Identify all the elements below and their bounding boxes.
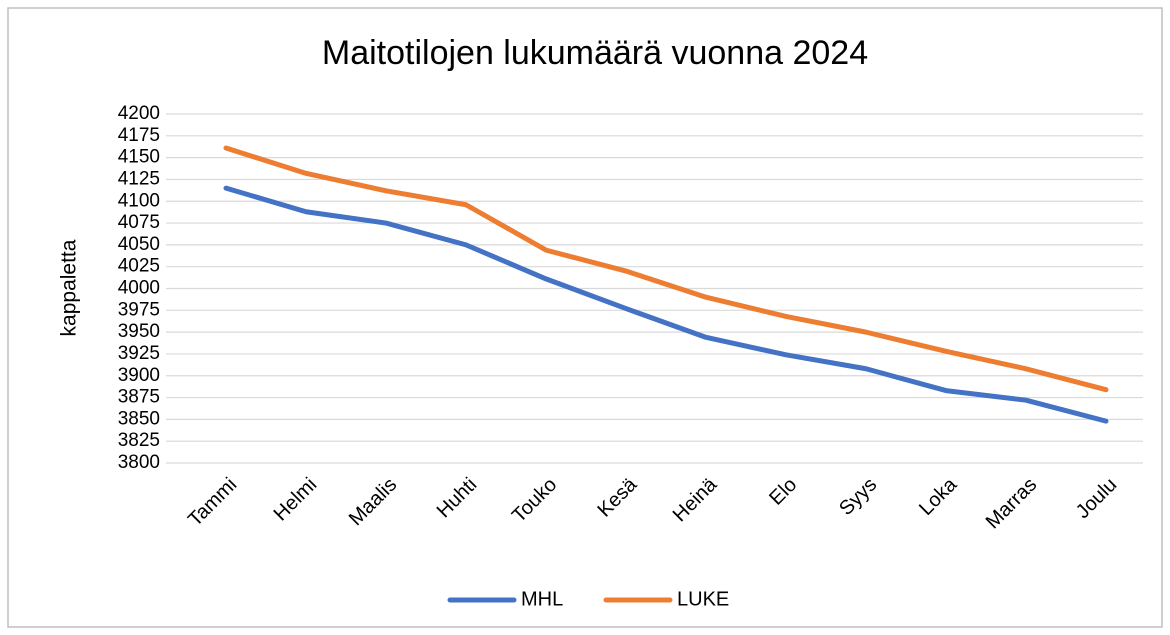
y-tick-label: 4050 — [118, 234, 160, 255]
y-tick-label: 3800 — [118, 452, 160, 473]
y-tick-label: 3900 — [118, 365, 160, 386]
legend-label: MHL — [521, 588, 563, 610]
y-tick-label: 4025 — [118, 256, 160, 277]
y-tick-label: 4000 — [118, 278, 160, 299]
chart-title: Maitotilojen lukumäärä vuonna 2024 — [322, 34, 868, 72]
y-tick-label: 3950 — [118, 321, 160, 342]
y-axis-title: kappaletta — [58, 239, 81, 336]
y-tick-label: 3825 — [118, 430, 160, 451]
y-tick-label: 4200 — [118, 103, 160, 124]
y-tick-label: 4150 — [118, 147, 160, 168]
y-tick-label: 4125 — [118, 168, 160, 189]
data-line — [223, 145, 1109, 393]
y-tick-label: 4175 — [118, 125, 160, 146]
y-tick-label: 4075 — [118, 212, 160, 233]
chart-border — [7, 7, 1163, 628]
y-tick-label: 4100 — [118, 190, 160, 211]
y-tick-label: 3925 — [118, 343, 160, 364]
y-tick-label: 3975 — [118, 299, 160, 320]
legend-label: LUKE — [677, 588, 729, 610]
y-tick-label: 3875 — [118, 387, 160, 408]
y-tick-label: 3850 — [118, 408, 160, 429]
data-line — [223, 185, 1109, 424]
